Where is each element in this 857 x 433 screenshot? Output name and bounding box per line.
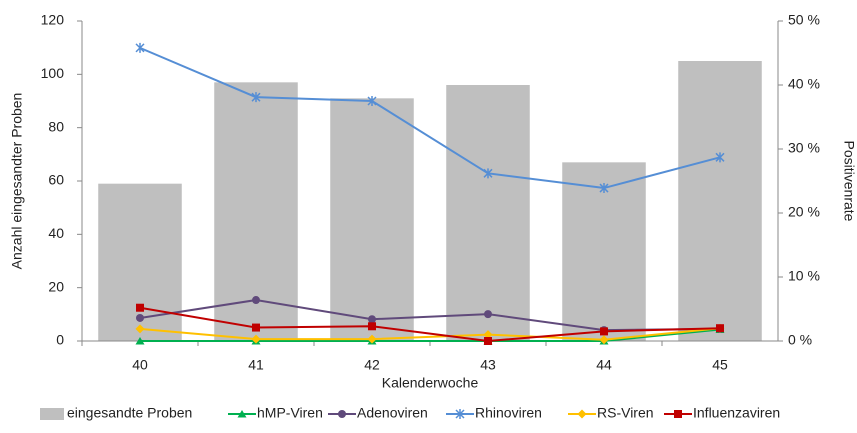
marker — [252, 296, 260, 305]
legend-label: Adenoviren — [357, 405, 428, 421]
y2-axis-title: Positivenrate — [841, 141, 857, 222]
bar — [446, 85, 530, 341]
line — [139, 327, 721, 341]
marker — [338, 410, 346, 418]
marker — [251, 334, 261, 344]
y2-tick-label: 50 % — [788, 12, 820, 28]
marker — [135, 324, 145, 334]
marker — [136, 313, 144, 322]
legend-swatch — [40, 408, 64, 420]
x-tick-label: 42 — [364, 357, 380, 373]
bar — [678, 61, 762, 341]
marker — [716, 324, 724, 333]
marker — [367, 334, 377, 344]
marker — [367, 96, 377, 106]
marker — [252, 323, 260, 332]
x-tick-label: 45 — [712, 357, 728, 373]
y-axis-title: Anzahl eingesandter Proben — [9, 93, 25, 270]
marker — [136, 303, 144, 312]
marker — [455, 409, 465, 419]
marker — [599, 335, 609, 345]
legend-label: eingesandte Proben — [67, 405, 192, 421]
y2-tick-label: 10 % — [788, 268, 820, 284]
marker — [368, 322, 376, 331]
y-tick-label: 20 — [48, 278, 64, 294]
y-tick-label: 80 — [48, 118, 64, 134]
legend-label: Influenzaviren — [693, 405, 780, 421]
marker — [483, 330, 493, 340]
legend-label: hMP-Viren — [257, 405, 323, 421]
line — [140, 328, 721, 342]
y2-tick-label: 30 % — [788, 140, 820, 156]
marker — [368, 315, 376, 324]
x-tick-label: 43 — [480, 357, 496, 373]
y2-tick-label: 20 % — [788, 204, 820, 220]
y2-tick-label: 0 % — [788, 332, 812, 348]
marker — [237, 410, 247, 418]
marker — [483, 168, 493, 179]
x-tick-label: 41 — [248, 357, 264, 373]
y-tick-label: 120 — [41, 12, 65, 28]
y-tick-label: 100 — [41, 65, 65, 81]
y-tick-label: 40 — [48, 225, 64, 241]
x-tick-label: 40 — [132, 357, 148, 373]
line — [139, 46, 721, 190]
marker — [484, 337, 492, 345]
marker — [577, 409, 587, 419]
marker — [600, 327, 608, 336]
legend-label: Rhinoviren — [475, 405, 542, 421]
bar — [330, 98, 414, 341]
marker — [599, 183, 609, 194]
marker — [251, 92, 261, 103]
x-tick-label: 44 — [596, 357, 612, 373]
x-axis-title: Kalenderwoche — [382, 375, 479, 391]
marker — [715, 152, 725, 163]
y-tick-label: 0 — [56, 332, 64, 348]
y-tick-label: 60 — [48, 172, 64, 188]
line — [139, 306, 721, 343]
marker — [484, 310, 492, 319]
marker — [135, 42, 145, 53]
marker — [674, 410, 682, 418]
y2-tick-label: 40 % — [788, 76, 820, 92]
marker — [135, 337, 145, 345]
legend-label: RS-Viren — [597, 405, 654, 421]
